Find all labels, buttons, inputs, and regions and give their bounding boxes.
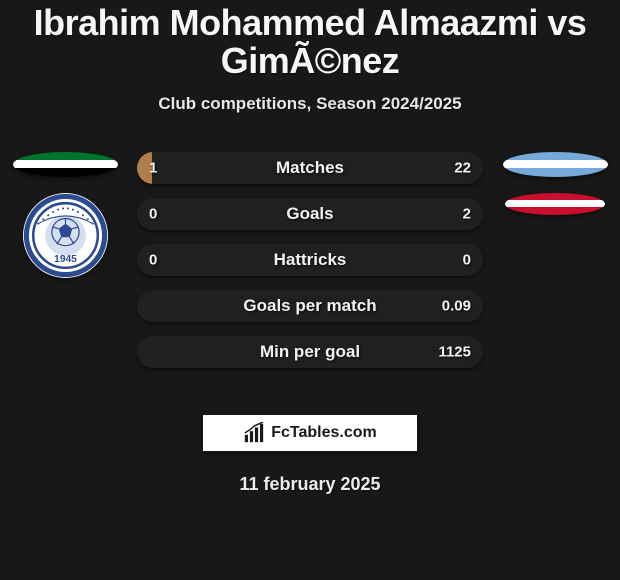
flag-stripe: [13, 168, 118, 176]
flag-stripe: [13, 160, 118, 168]
promo-text: FcTables.com: [271, 424, 377, 442]
club-logo-svg: 1945: [23, 193, 108, 278]
comparison-columns: 1945 Matches122 Goals02 Hattricks00 Goals p…: [0, 152, 620, 392]
player1-flag: [13, 152, 118, 177]
stat-bar: Hattricks00: [137, 244, 483, 276]
fctables-promo[interactable]: FcTables.com: [202, 414, 418, 452]
stat-bar: Goals02: [137, 198, 483, 230]
player1-column: 1945: [0, 152, 130, 278]
stat-bar: Matches122: [137, 152, 483, 184]
page-title: Ibrahim Mohammed Almaazmi vs GimÃ©nez: [0, 4, 620, 80]
player2-column: [490, 152, 620, 215]
player1-club-logo: 1945: [23, 193, 108, 278]
comparison-card: Ibrahim Mohammed Almaazmi vs GimÃ©nez Cl…: [0, 0, 620, 580]
player2-flag-top: [503, 152, 608, 177]
stat-bar: Min per goal1125: [137, 336, 483, 368]
bar-p1-segment: [137, 152, 152, 184]
bar-p2-segment: [137, 152, 483, 184]
bar-p2-segment: [137, 198, 483, 230]
stat-bar: Goals per match0.09: [137, 290, 483, 322]
flag-stripe: [505, 200, 605, 207]
flag-stripe: [503, 152, 608, 160]
bar-p2-segment: [137, 290, 483, 322]
date-label: 11 february 2025: [0, 474, 620, 495]
flag-stripe: [503, 168, 608, 176]
flag-stripe: [505, 207, 605, 214]
flag-stripe: [13, 152, 118, 160]
flag-stripe: [503, 160, 608, 168]
bar-p2-segment: [137, 336, 483, 368]
subtitle: Club competitions, Season 2024/2025: [0, 94, 620, 114]
svg-text:1945: 1945: [54, 253, 77, 264]
player2-flag-bottom: [505, 193, 605, 215]
bar-p2-segment: [137, 244, 483, 276]
flag-stripe: [505, 193, 605, 200]
stats-bars: Matches122 Goals02 Hattricks00 Goals per ma…: [137, 152, 483, 368]
bar-chart-icon: [243, 422, 265, 444]
